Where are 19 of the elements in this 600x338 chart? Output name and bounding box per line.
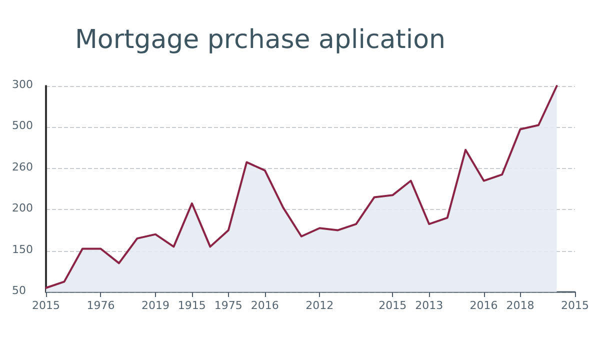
- x-tick-label: 2018: [506, 299, 534, 312]
- x-tick-label: 2016: [250, 299, 279, 312]
- x-tick-label: 1976: [86, 299, 115, 312]
- text: 260: [12, 160, 33, 174]
- text: 200: [12, 202, 33, 215]
- text: 50: [12, 284, 26, 297]
- x-tick-label: 2015: [32, 299, 60, 312]
- x-tick-label: 2015: [561, 299, 590, 312]
- text: 300: [12, 78, 33, 91]
- x-tick-label: 2019: [141, 299, 170, 312]
- x-tick-label: 1915: [178, 299, 206, 312]
- chart-title: Mortgage prchase aplication: [75, 25, 446, 55]
- x-tick-label: 2013: [415, 299, 444, 312]
- x-tick-label: 2016: [470, 299, 498, 312]
- text: 500: [12, 119, 33, 132]
- text: 150: [12, 242, 33, 256]
- x-tick-label: 2015: [378, 299, 407, 312]
- x-tick-label: 2012: [306, 299, 334, 312]
- x-tick-label: 1975: [214, 299, 242, 312]
